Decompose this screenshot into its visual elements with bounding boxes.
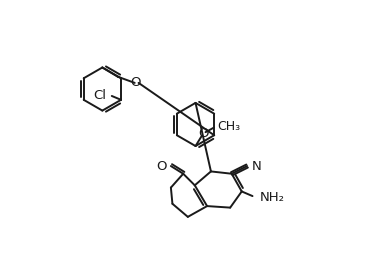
Text: Cl: Cl [93, 90, 106, 102]
Text: O: O [156, 160, 166, 172]
Text: NH₂: NH₂ [260, 191, 285, 204]
Text: O: O [198, 127, 209, 140]
Text: CH₃: CH₃ [217, 120, 240, 132]
Text: O: O [130, 76, 141, 89]
Text: N: N [252, 160, 262, 172]
